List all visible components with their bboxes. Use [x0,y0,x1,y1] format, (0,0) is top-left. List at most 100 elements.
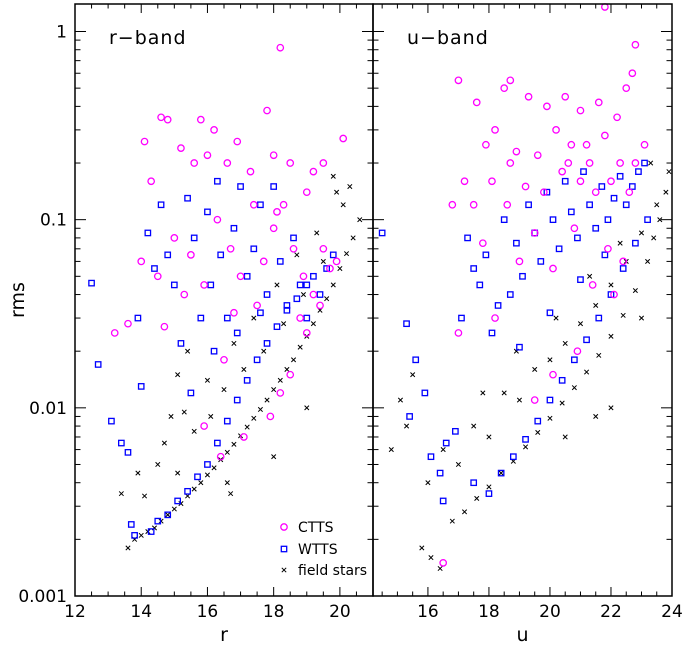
data-point [428,555,434,561]
data-point [269,224,278,233]
data-point [339,134,348,143]
data-point [651,235,657,241]
data-point [261,348,267,354]
data-point [439,497,447,505]
data-point [437,565,443,572]
data-point [273,208,281,216]
data-point [309,290,318,299]
u-band-panel: 16 18 20 22 24 u−band u [372,3,683,646]
data-point [330,282,336,288]
data-point [300,291,307,298]
data-point [124,319,132,328]
data-point [543,188,551,196]
data-point [175,372,181,378]
data-point [540,188,548,197]
data-point [641,159,648,167]
data-point [269,151,278,160]
y-axis-label: rms [7,282,29,318]
data-point [552,126,560,134]
data-point [329,251,337,259]
data-point [530,229,539,237]
data-point [595,314,603,322]
data-point [271,387,277,393]
data-point [638,230,645,236]
data-point [283,306,291,314]
data-point [204,472,210,478]
data-point [645,258,651,264]
data-point [506,76,515,85]
data-point [233,137,242,146]
data-point [204,208,211,216]
data-point [303,314,311,322]
data-point [204,377,210,383]
x-tick-label: 14 [130,602,152,622]
data-point [488,177,496,186]
data-point [501,390,507,396]
data-point [334,189,340,195]
data-point [343,251,350,257]
data-point [337,265,343,272]
data-point [535,429,541,435]
data-point [516,343,523,351]
data-point [666,169,672,175]
data-point [213,215,222,224]
data-point [230,308,238,317]
data-point [131,532,138,539]
data-point [171,506,177,512]
data-point [190,159,199,167]
data-point [141,493,148,499]
data-point [622,201,630,209]
data-point [546,309,554,317]
data-point [221,387,227,393]
data-point [184,487,191,495]
data-point [509,453,517,461]
data-point [567,208,575,216]
data-point [522,444,529,450]
data-point [289,244,298,253]
data-point [574,234,581,242]
data-point [323,265,330,272]
y-tick-label: 0.01 [29,399,67,419]
data-point [628,69,637,78]
data-point [243,376,251,384]
data-point [644,216,651,224]
data-point [494,302,502,309]
data-point [500,84,509,92]
data-point [284,366,290,372]
data-point [228,491,234,497]
data-point [607,291,615,298]
data-point [625,188,634,197]
data-point [140,137,149,146]
data-point [319,159,328,167]
data-point [406,413,413,420]
data-point [530,396,539,404]
data-point [170,281,178,289]
data-point [196,115,205,124]
data-point [257,201,264,209]
data-point [513,239,520,247]
data-point [276,258,284,265]
data-point [191,428,197,434]
data-point [440,447,446,453]
legend-marker-ctts [280,523,288,531]
series-wtts [378,159,651,505]
data-point [604,244,612,253]
data-point [214,439,221,447]
data-point [357,217,363,223]
data-point [524,92,533,101]
data-point [264,397,270,403]
data-point [583,336,590,344]
data-point [608,282,614,288]
data-point [555,245,563,253]
data-point [134,314,142,322]
x-tick-label: 16 [417,602,439,622]
data-point [515,257,524,266]
data-point [157,201,165,209]
data-point [470,265,478,272]
data-point [525,201,532,209]
data-point [616,172,624,180]
u-band-plot-frame [372,3,673,597]
data-point [594,98,603,107]
data-point [211,465,217,471]
